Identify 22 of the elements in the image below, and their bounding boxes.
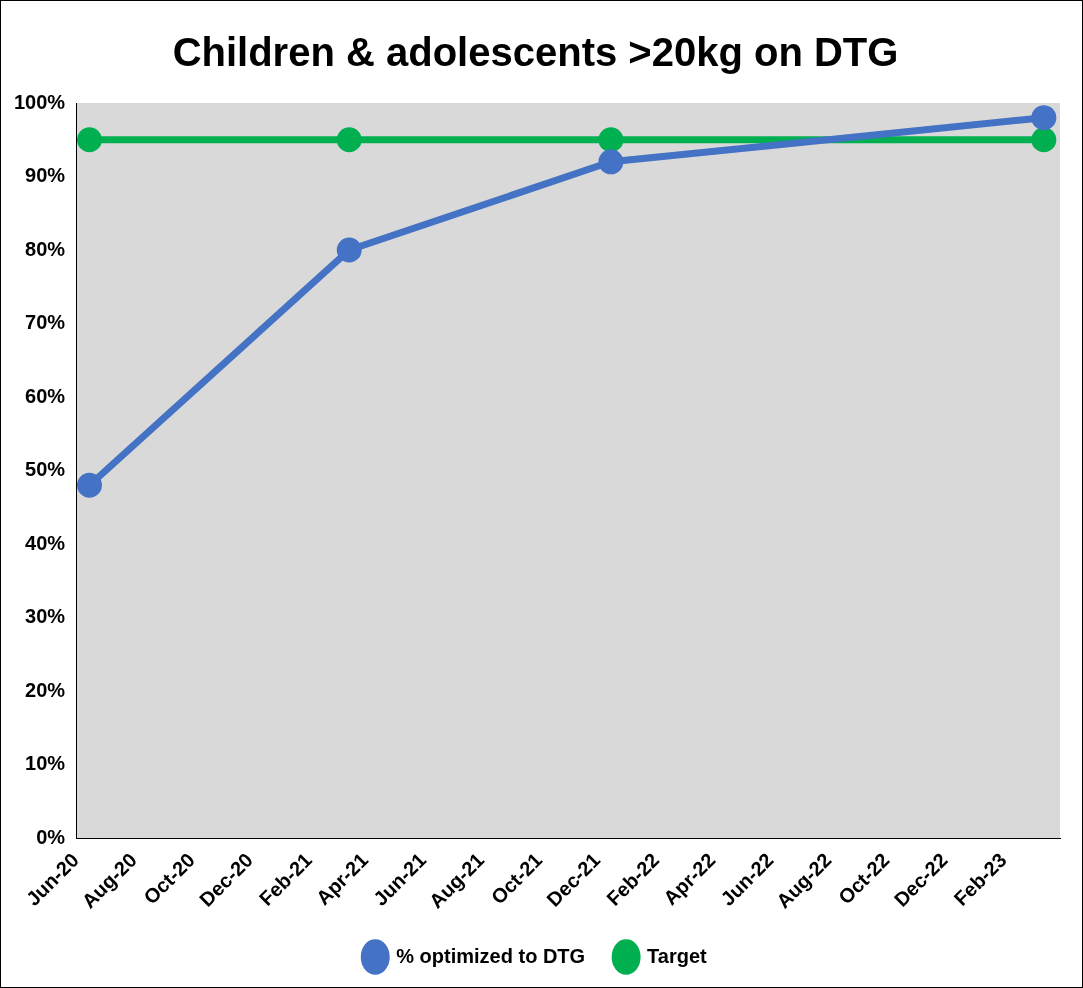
point (598, 127, 624, 153)
point (1031, 127, 1057, 153)
point (336, 237, 362, 263)
legend-label: Target (647, 944, 708, 967)
y-tick-label: 100% (14, 90, 66, 113)
y-tick-label: 80% (25, 237, 66, 260)
point (1031, 105, 1057, 131)
y-tick-label: 50% (25, 458, 66, 481)
y-tick-label: 90% (25, 164, 66, 187)
y-tick-label: 10% (25, 752, 66, 775)
y-tick-label: 40% (25, 531, 66, 554)
y-tick-label: 30% (25, 605, 66, 628)
legend-label: % optimized to DTG (396, 944, 586, 967)
y-tick-label: 70% (25, 311, 66, 334)
point (76, 127, 102, 153)
point (336, 127, 362, 153)
y-tick-label: 20% (25, 678, 66, 701)
chart-title: Children & adolescents >20kg on DTG (172, 30, 899, 75)
point (76, 472, 102, 498)
y-tick-label: 60% (25, 384, 66, 407)
point (598, 149, 624, 175)
y-tick-label: 0% (36, 825, 66, 848)
